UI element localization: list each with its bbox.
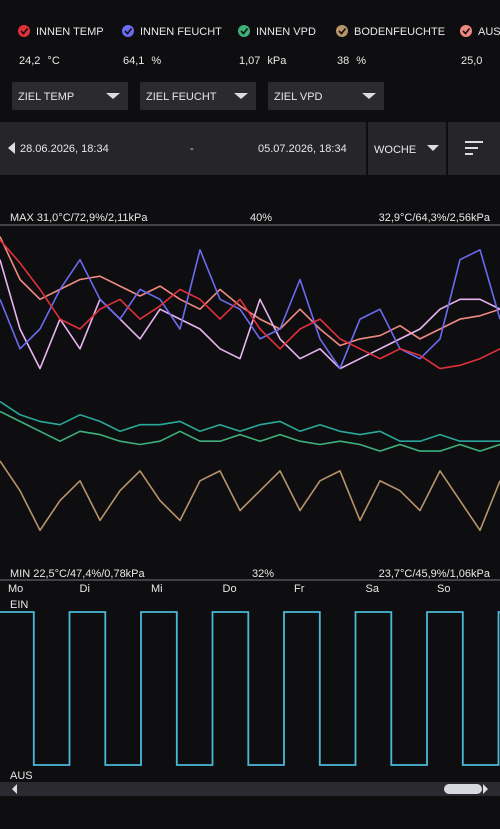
on-label: EIN — [10, 599, 28, 611]
sensor-label: INNEN FEUCHT — [140, 26, 222, 38]
sensor-value: 24,2 — [19, 55, 40, 67]
series-line — [0, 259, 500, 370]
sensor-icon[interactable] — [336, 25, 348, 37]
series-line — [0, 236, 500, 347]
sensor-label: INNEN VPD — [256, 26, 316, 38]
range-bar — [0, 122, 500, 175]
dropdown[interactable] — [12, 82, 128, 110]
series-line — [0, 400, 500, 442]
sensor-icon[interactable] — [18, 25, 30, 37]
dropdown[interactable] — [268, 82, 384, 110]
check — [462, 28, 471, 35]
sensor-unit: % — [151, 55, 161, 67]
day-label: Sa — [366, 583, 380, 595]
sensor-unit: % — [356, 55, 366, 67]
day-label: Fr — [294, 583, 305, 595]
dropdown-label: ZIEL VPD — [274, 91, 323, 103]
sensor-unit: kPa — [267, 55, 287, 67]
day-label: Do — [223, 583, 237, 595]
sensor-value: 25,0 — [461, 55, 482, 67]
check — [338, 28, 347, 35]
max-right: 32,9°C/64,3%/2,56kPa — [379, 212, 491, 224]
step-line — [0, 611, 500, 766]
day-label: Mi — [151, 583, 163, 595]
sort-icon[interactable] — [465, 141, 483, 155]
dropdown-label: ZIEL TEMP — [18, 91, 74, 103]
scroll-thumb[interactable] — [444, 784, 482, 794]
dropdown[interactable] — [140, 82, 256, 110]
range-sep: - — [190, 143, 194, 155]
caret — [106, 93, 120, 99]
range-end: 05.07.2026, 18:34 — [258, 143, 347, 155]
day-label: Di — [80, 583, 90, 595]
sensor-unit: °C — [47, 55, 59, 67]
sensor-label: INNEN TEMP — [36, 26, 104, 38]
sensor-value: 38 — [337, 55, 349, 67]
caret — [234, 93, 248, 99]
max-center: 40% — [250, 212, 272, 224]
day-label: So — [437, 583, 450, 595]
check — [20, 28, 29, 35]
check — [124, 28, 133, 35]
sensor-icon[interactable] — [122, 25, 134, 37]
dropdown-label: ZIEL FEUCHT — [146, 91, 217, 103]
series-line — [0, 410, 500, 452]
dropdowns: ZIEL TEMP ZIEL FEUCHT ZIEL VPD — [12, 82, 384, 110]
prev-arrow[interactable] — [8, 142, 15, 154]
header: INNEN TEMP 24,2 °C INNEN FEUCHT 64,1 % INNEN V… — [18, 25, 500, 67]
off-label: AUS — [10, 770, 33, 782]
period[interactable]: WOCHE — [374, 144, 416, 156]
series-line — [0, 460, 500, 532]
period-caret — [427, 145, 439, 151]
range-start: 28.06.2026, 18:34 — [20, 143, 109, 155]
sensor-icon[interactable] — [238, 25, 250, 37]
min-right: 23,7°C/45,9%/1,06kPa — [379, 568, 491, 580]
sensor-icon[interactable] — [460, 25, 472, 37]
sensor-value: 64,1 — [123, 55, 144, 67]
check — [240, 28, 249, 35]
day-label: Mo — [8, 583, 23, 595]
series-line — [0, 239, 500, 370]
caret — [362, 93, 376, 99]
scrollbar[interactable] — [0, 782, 500, 796]
max-left: MAX 31,0°C/72,9%/2,11kPa — [10, 212, 148, 224]
min-left: MIN 22,5°C/47,4%/0,78kPa — [10, 568, 146, 580]
sensor-label: BODENFEUCHTE — [354, 26, 445, 38]
series-line — [0, 249, 500, 370]
sensor-value: 1,07 — [239, 55, 260, 67]
sensor-label: AUS — [478, 26, 500, 38]
chart: MAX 31,0°C/72,9%/2,11kPa 40% 32,9°C/64,3%/… — [0, 212, 500, 782]
min-center: 32% — [252, 568, 274, 580]
